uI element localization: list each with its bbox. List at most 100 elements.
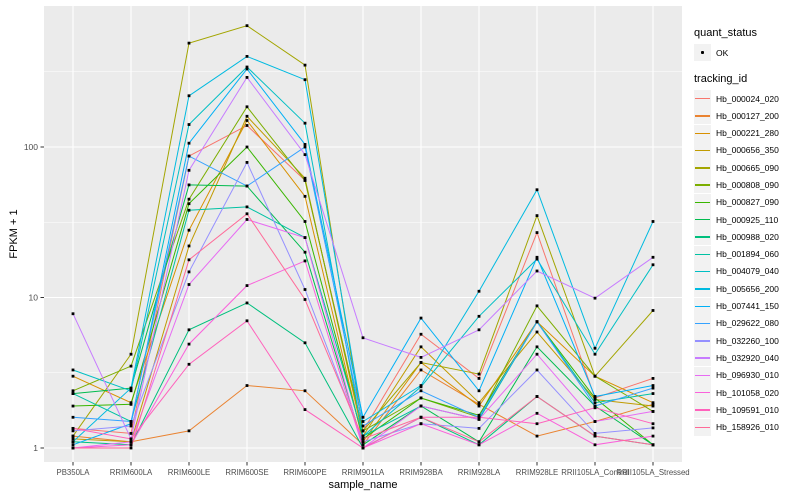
- data-point: [71, 443, 75, 447]
- legend-key-box: [694, 262, 711, 280]
- point-marker-icon: [701, 51, 705, 55]
- data-point: [593, 443, 597, 447]
- data-point: [361, 415, 365, 419]
- data-point: [361, 434, 365, 438]
- data-point: [129, 401, 133, 405]
- legend-entry: Hb_000024_020: [694, 90, 800, 107]
- data-point: [245, 218, 249, 221]
- data-point: [303, 121, 307, 125]
- data-point: [477, 440, 481, 444]
- data-point: [71, 446, 75, 450]
- data-point: [245, 205, 249, 209]
- data-point: [303, 288, 307, 291]
- data-point: [535, 231, 539, 234]
- legend-entry-label: Hb_000988_020: [716, 231, 779, 242]
- legend-entry-label: Hb_096930_010: [716, 370, 779, 381]
- data-point: [245, 145, 249, 149]
- legend-key-box: [694, 193, 711, 211]
- data-point: [303, 145, 307, 149]
- data-points: [71, 24, 655, 450]
- data-point: [361, 443, 365, 447]
- data-point: [477, 289, 481, 293]
- data-point: [129, 386, 133, 390]
- data-point: [129, 420, 133, 423]
- legend-line-swatch: [695, 374, 710, 377]
- data-point: [477, 443, 481, 447]
- data-point: [593, 434, 597, 438]
- data-point: [245, 114, 249, 118]
- data-point: [303, 194, 307, 198]
- legend-entry: Hb_001894_060: [694, 245, 800, 263]
- legend-key-box: [694, 280, 711, 298]
- legend-key-box: [694, 124, 711, 142]
- legend-key-box: [694, 107, 711, 125]
- legend-entry: Hb_000827_090: [694, 193, 800, 211]
- legend: quant_status OK tracking_id Hb_000024_02…: [694, 27, 800, 436]
- data-point: [535, 411, 539, 415]
- data-point: [303, 259, 307, 263]
- data-point: [245, 54, 249, 58]
- data-point: [477, 389, 481, 393]
- data-point: [187, 283, 191, 286]
- legend-entry: Hb_158926_010: [694, 418, 800, 436]
- data-point: [477, 314, 481, 318]
- data-point: [593, 296, 597, 300]
- data-point: [419, 415, 423, 419]
- data-point: [651, 220, 655, 223]
- data-point: [187, 168, 191, 172]
- data-point: [187, 208, 191, 212]
- data-point: [187, 328, 191, 332]
- legend-entry: Hb_000988_020: [694, 228, 800, 246]
- legend-entry-label: Hb_001894_060: [716, 249, 779, 260]
- legend-entry-label: Hb_000127_200: [716, 110, 779, 121]
- data-point: [187, 362, 191, 366]
- data-point: [71, 426, 75, 430]
- data-point: [129, 443, 133, 447]
- legend-entry: Hb_000808_090: [694, 176, 800, 194]
- data-point: [303, 78, 307, 82]
- legend-key-box: [694, 418, 711, 436]
- data-point: [361, 336, 365, 340]
- x-tick-label: RRIM600LE: [168, 468, 210, 477]
- data-point: [129, 352, 133, 356]
- data-point: [535, 434, 539, 438]
- data-point: [303, 236, 307, 240]
- data-point: [71, 415, 75, 419]
- data-point: [303, 341, 307, 345]
- data-point: [361, 437, 365, 441]
- legend-entry: Hb_000665_090: [694, 159, 800, 177]
- legend-entry-label: Hb_000221_280: [716, 128, 779, 139]
- legend-key-box: [694, 384, 711, 402]
- data-point: [593, 352, 597, 356]
- data-point: [303, 389, 307, 393]
- y-tick-label: 100: [24, 142, 38, 152]
- data-point: [419, 422, 423, 426]
- legend-key-box: [694, 401, 711, 419]
- x-axis-title: sample_name: [328, 479, 398, 491]
- legend-line-swatch: [695, 201, 710, 204]
- legend-entry: Hb_004079_040: [694, 262, 800, 280]
- data-point: [651, 392, 655, 395]
- data-point: [419, 355, 423, 359]
- data-point: [651, 384, 655, 387]
- data-point: [593, 346, 597, 350]
- data-point: [535, 214, 539, 218]
- legend-line-swatch: [695, 357, 710, 359]
- legend-entry: Hb_000925_110: [694, 211, 800, 229]
- data-point: [129, 437, 133, 441]
- data-point: [129, 402, 133, 406]
- data-point: [651, 434, 655, 438]
- data-point: [477, 417, 481, 421]
- data-point: [303, 178, 307, 182]
- data-point: [651, 309, 655, 312]
- data-point: [71, 429, 75, 433]
- data-point: [303, 408, 307, 411]
- legend-entry-label: Hb_032920_040: [716, 352, 779, 363]
- legend-key-box: [694, 245, 711, 263]
- data-point: [187, 41, 191, 45]
- data-point: [129, 422, 133, 426]
- data-point: [651, 402, 655, 406]
- data-point: [651, 377, 655, 380]
- legend-line-swatch: [695, 288, 710, 290]
